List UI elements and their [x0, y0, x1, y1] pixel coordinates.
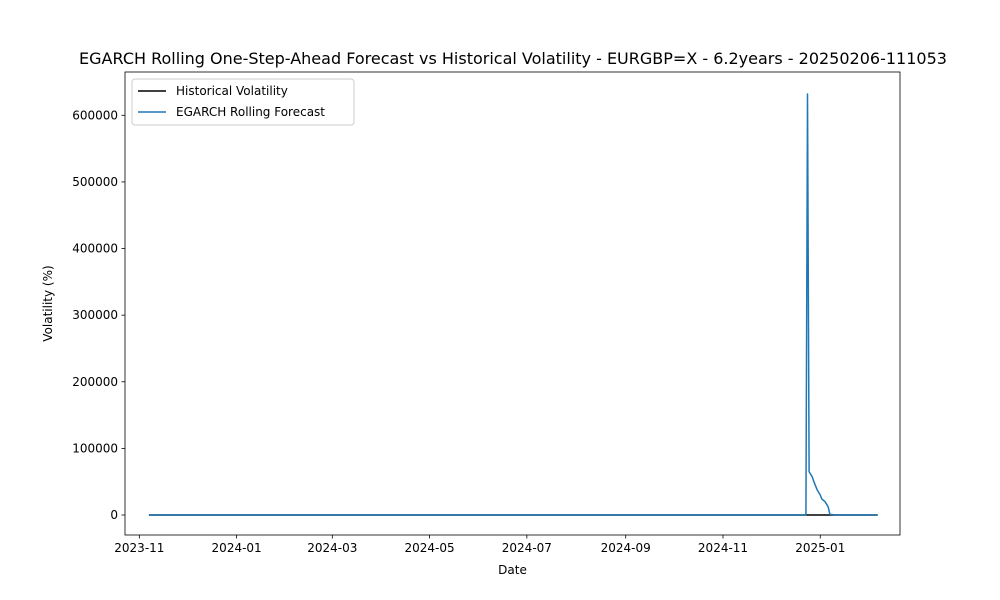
- x-tick-label: 2024-05: [405, 541, 455, 555]
- x-tick-label: 2025-01: [795, 541, 845, 555]
- x-tick-label: 2024-09: [601, 541, 651, 555]
- y-tick-label: 600000: [72, 108, 118, 122]
- plot-frame: [124, 71, 901, 536]
- x-tick-label: 2023-11: [114, 541, 164, 555]
- x-tick-label: 2024-11: [698, 541, 748, 555]
- y-tick-label: 100000: [72, 441, 118, 455]
- chart-title: EGARCH Rolling One-Step-Ahead Forecast v…: [79, 49, 947, 68]
- x-tick-label: 2024-01: [212, 541, 262, 555]
- legend-label: EGARCH Rolling Forecast: [176, 105, 325, 119]
- x-tick-label: 2024-07: [502, 541, 552, 555]
- plot-area: [125, 72, 900, 535]
- y-tick-label: 400000: [72, 242, 118, 256]
- plot-background: [125, 72, 900, 535]
- y-tick-label: 500000: [72, 175, 118, 189]
- legend-box: [131, 78, 355, 126]
- series-line-egarch-rolling-forecast: [148, 93, 878, 516]
- axes-layer: 2023-11 2024-01 2024-03 2024-05 2024-07 2024-…: [72, 71, 901, 555]
- legend-label: Historical Volatility: [176, 84, 288, 98]
- y-tick-label: 300000: [72, 308, 118, 322]
- legend: Historical Volatility EGARCH Rolling Fore…: [131, 78, 355, 126]
- y-axis-label: Volatility (%): [41, 265, 55, 341]
- y-tick-label: 200000: [72, 375, 118, 389]
- y-tick-label: 0: [110, 508, 118, 522]
- x-axis-label: Date: [498, 563, 527, 577]
- x-tick-label: 2024-03: [307, 541, 357, 555]
- series-layer: [148, 93, 878, 516]
